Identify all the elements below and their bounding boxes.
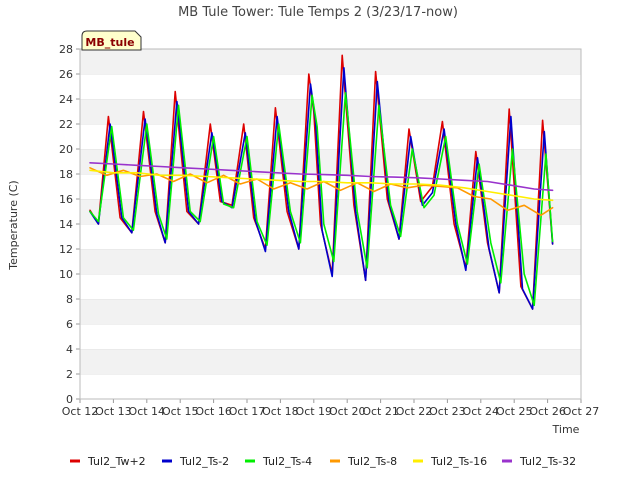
series-line-tul2-ts-16 <box>89 169 554 202</box>
x-tick-label: Oct 15 <box>162 405 199 418</box>
grid-band <box>80 274 581 299</box>
legend-label: Tul2_Ts-4 <box>262 455 312 468</box>
badge-box <box>81 30 142 51</box>
series-line-tul2-ts-32 <box>89 162 554 192</box>
y-axis-title: Temperature (C) <box>7 180 20 270</box>
legend-label: Tul2_Tw+2 <box>87 455 146 468</box>
series-lines <box>89 54 554 310</box>
plot-border <box>79 48 582 400</box>
y-tick-label: 4 <box>66 343 73 356</box>
y-tick-label: 0 <box>66 393 73 406</box>
x-tick-label: Oct 21 <box>362 405 399 418</box>
badge-label: MB_tule <box>85 36 134 49</box>
x-tick-label: Oct 24 <box>463 405 500 418</box>
y-tick-label: 20 <box>59 143 73 156</box>
grid-bands <box>80 48 581 399</box>
grid-band <box>80 124 581 149</box>
grid-band <box>80 349 581 374</box>
y-tick-label: 26 <box>59 68 73 81</box>
chart-title: MB Tule Tower: Tule Temps 2 (3/23/17-now… <box>178 5 458 20</box>
y-tick-label: 28 <box>59 43 73 56</box>
x-tick-label: Oct 27 <box>563 405 600 418</box>
y-tick-label: 10 <box>59 268 73 281</box>
legend-label: Tul2_Ts-2 <box>179 455 229 468</box>
legend: Tul2_Tw+2 Tul2_Ts-2 Tul2_Ts-4 Tul2_Ts-8 Tul2… <box>70 455 576 468</box>
x-axis-title: Time <box>552 423 580 436</box>
grid-band <box>80 374 581 399</box>
y-tick-label: 14 <box>59 218 73 231</box>
x-tick-label: Oct 12 <box>62 405 99 418</box>
x-tick-label: Oct 18 <box>262 405 299 418</box>
grid-band <box>80 174 581 199</box>
x-tick-label: Oct 13 <box>95 405 132 418</box>
y-tick-label: 8 <box>66 293 73 306</box>
y-tick-label: 22 <box>59 118 73 131</box>
grid-band <box>80 299 581 324</box>
x-tick-label: Oct 16 <box>195 405 232 418</box>
x-tick-label: Oct 20 <box>329 405 366 418</box>
x-tick-label: Oct 25 <box>496 405 533 418</box>
grid-band <box>80 74 581 99</box>
y-tick-label: 12 <box>59 243 73 256</box>
x-tick-label: Oct 14 <box>129 405 166 418</box>
grid-band <box>80 49 581 74</box>
grid-band <box>80 99 581 124</box>
series-line-tul2-ts-2 <box>89 67 554 310</box>
x-tick-label: Oct 22 <box>396 405 433 418</box>
x-tick-label: Oct 19 <box>296 405 333 418</box>
y-tick-label: 2 <box>66 368 73 381</box>
legend-label: Tul2_Ts-8 <box>347 455 397 468</box>
y-tick-label: 6 <box>66 318 73 331</box>
x-tick-label: Oct 26 <box>529 405 566 418</box>
grid-band <box>80 324 581 349</box>
x-tick-label: Oct 23 <box>429 405 466 418</box>
y-tick-label: 24 <box>59 93 73 106</box>
grid-band <box>80 149 581 174</box>
x-tick-label: Oct 17 <box>229 405 266 418</box>
legend-label: Tul2_Ts-16 <box>430 455 487 468</box>
y-tick-label: 16 <box>59 193 73 206</box>
y-tick-label: 18 <box>59 168 73 181</box>
legend-label: Tul2_Ts-32 <box>519 455 576 468</box>
site-badge: MB_tule <box>81 30 142 51</box>
